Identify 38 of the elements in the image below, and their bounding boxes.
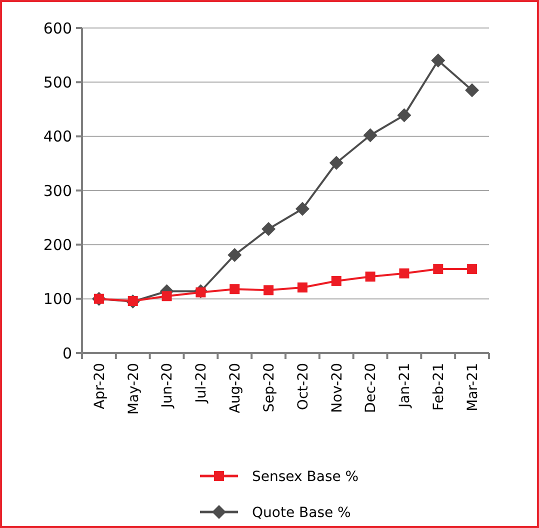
point: [397, 108, 412, 122]
x-tick-label: Mar-21: [464, 363, 481, 412]
point: [363, 128, 378, 142]
legend-label: Quote Base %: [252, 504, 351, 521]
point: [331, 276, 342, 286]
x-tick-label: Sep-20: [261, 363, 278, 412]
point: [365, 272, 376, 282]
point: [230, 284, 240, 294]
x-tick-label: Jul-20: [194, 363, 210, 404]
y-tick-label: 0: [62, 344, 72, 362]
point: [431, 54, 446, 68]
y-tick-label: 300: [43, 182, 72, 200]
point: [329, 156, 344, 170]
x-tick-label: Dec-20: [363, 363, 380, 413]
point: [465, 83, 480, 98]
y-tick-label: 400: [43, 128, 72, 146]
legend-label: Sensex Base %: [252, 468, 359, 485]
point: [297, 282, 308, 292]
point: [162, 291, 172, 302]
x-tick-label: Oct-20: [295, 363, 312, 410]
x-tick-label: Nov-20: [329, 363, 346, 413]
point: [467, 264, 478, 274]
x-tick-label: Feb-21: [431, 363, 448, 411]
point: [264, 285, 274, 296]
x-tick-label: May-20: [126, 363, 142, 415]
x-tick-label: Jan-21: [397, 363, 414, 408]
y-tick-label: 500: [43, 73, 72, 92]
x-tick-label: Jun-20: [160, 363, 176, 409]
point: [295, 202, 310, 216]
y-tick-label: 600: [43, 19, 72, 38]
point: [433, 264, 444, 274]
x-tick-label: Apr-20: [92, 363, 108, 410]
point: [262, 222, 276, 236]
y-tick-label: 200: [43, 236, 72, 254]
y-tick-label: 100: [43, 290, 72, 308]
x-tick-label: Aug-20: [228, 363, 244, 414]
point: [228, 248, 242, 262]
point: [399, 268, 410, 278]
